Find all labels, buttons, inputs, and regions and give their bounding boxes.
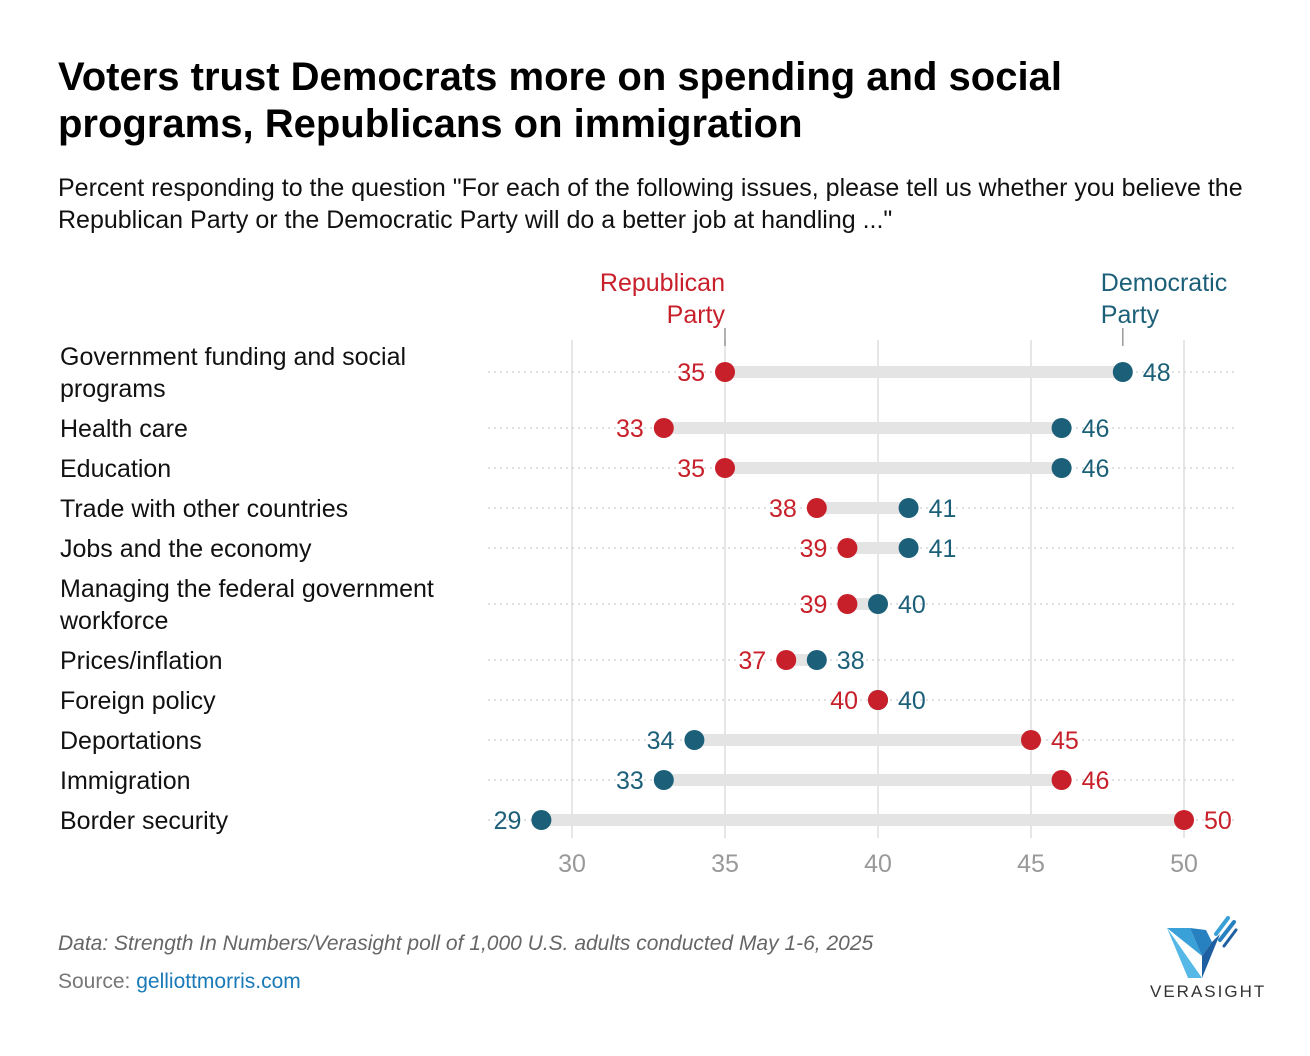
category-label: Immigration (60, 767, 191, 795)
republican-value-label: 46 (1082, 767, 1110, 795)
dumbbell-chart: 30 35 40 45 50 Republican Party Democratic Party… (59, 269, 1238, 878)
category-label: Managing the federal government (60, 575, 434, 603)
democratic-value-label: 48 (1143, 359, 1171, 387)
x-tick-label: 40 (864, 850, 892, 878)
category-label: Jobs and the economy (60, 535, 312, 563)
democratic-dot (1112, 362, 1133, 382)
republican-value-label: 38 (769, 495, 797, 523)
category-label: programs (60, 375, 166, 403)
x-tick-label: 35 (711, 850, 739, 878)
source-label: Source: (58, 970, 131, 993)
republican-value-label: 37 (738, 647, 766, 675)
category-label: Education (60, 455, 171, 483)
x-tick-label: 30 (558, 850, 586, 878)
category-label: Prices/inflation (60, 647, 223, 675)
republican-dot (653, 418, 674, 438)
republican-value-label: 39 (800, 535, 828, 563)
republican-dot (868, 690, 888, 710)
x-tick-label: 45 (1017, 850, 1045, 878)
democratic-dot (1051, 458, 1072, 478)
category-label: workforce (59, 607, 168, 635)
republican-value-label: 40 (830, 687, 858, 715)
category-label: Trade with other countries (60, 495, 348, 523)
logo-text: VERASIGHT (1150, 982, 1267, 1001)
legend-democratic: Party (1101, 301, 1160, 329)
democratic-dot (653, 770, 674, 790)
category-label: Border security (60, 807, 229, 835)
republican-dot (1021, 730, 1041, 750)
republican-dot (1051, 770, 1072, 790)
democratic-value-label: 40 (898, 687, 926, 715)
democratic-dot (1051, 418, 1072, 438)
republican-value-label: 50 (1204, 807, 1232, 835)
democratic-value-label: 38 (837, 647, 865, 675)
republican-dot (806, 498, 827, 518)
legend-republican: Party (667, 301, 726, 329)
republican-value-label: 33 (616, 415, 644, 443)
legend-republican: Republican (600, 269, 725, 297)
republican-value-label: 39 (800, 591, 828, 619)
democratic-value-label: 46 (1082, 415, 1110, 443)
republican-dot (837, 594, 858, 614)
source-link[interactable]: gelliottmorris.com (136, 970, 301, 993)
verasight-logo-icon (1167, 916, 1238, 978)
republican-dot (715, 458, 735, 478)
democratic-value-label: 41 (929, 495, 957, 523)
category-label: Health care (60, 415, 188, 443)
democratic-dot (531, 810, 552, 830)
democratic-dot (898, 498, 919, 518)
category-label: Deportations (60, 727, 202, 755)
category-label: Foreign policy (60, 687, 216, 715)
republican-dot (776, 650, 797, 670)
source-line: Source: gelliottmorris.com (58, 970, 301, 994)
republican-value-label: 45 (1051, 727, 1079, 755)
x-tick-label: 50 (1170, 850, 1198, 878)
democratic-dot (898, 538, 919, 558)
republican-value-label: 35 (677, 359, 705, 387)
democratic-value-label: 29 (494, 807, 522, 835)
democratic-dot (868, 594, 888, 614)
republican-value-label: 35 (677, 455, 705, 483)
republican-dot (1174, 810, 1194, 830)
democratic-value-label: 34 (647, 727, 675, 755)
democratic-value-label: 41 (929, 535, 957, 563)
legend-democratic: Democratic (1101, 269, 1227, 297)
democratic-value-label: 33 (616, 767, 644, 795)
category-label: Government funding and social (60, 343, 406, 371)
republican-dot (715, 362, 735, 382)
democratic-value-label: 46 (1082, 455, 1110, 483)
data-note: Data: Strength In Numbers/Verasight poll… (58, 932, 874, 955)
democratic-value-label: 40 (898, 591, 926, 619)
republican-dot (837, 538, 858, 558)
democratic-dot (684, 730, 705, 750)
chart-title: Voters trust Democrats more on spending … (58, 55, 1062, 146)
democratic-dot (806, 650, 827, 670)
chart-subtitle: Percent responding to the question "For … (58, 174, 1243, 234)
